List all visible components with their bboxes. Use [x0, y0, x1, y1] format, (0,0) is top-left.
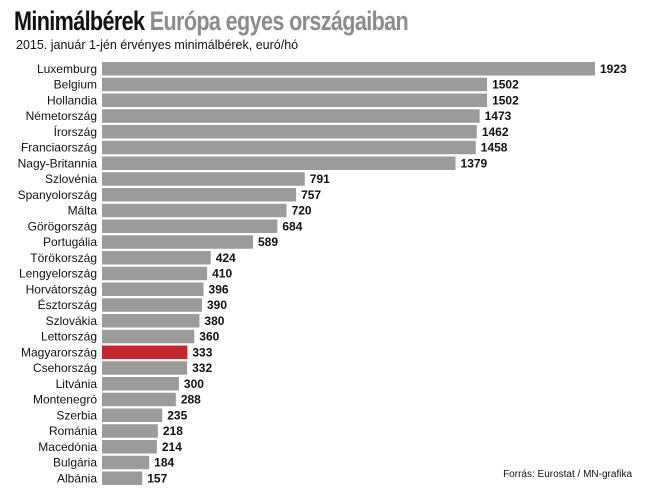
bar-szlovakia: [102, 314, 200, 328]
value-label-malta: 720: [292, 204, 312, 218]
bar-malta: [102, 203, 287, 218]
bar-esztorszag: [102, 298, 202, 312]
value-label-romania: 218: [163, 424, 183, 438]
category-label-torokorszag: Törökország: [30, 251, 97, 265]
value-label-albania: 157: [147, 471, 167, 485]
bar-irorszag: [102, 125, 477, 139]
category-label-albania: Albánia: [57, 471, 97, 485]
value-label-franciaorszag: 1458: [481, 141, 508, 155]
category-label-esztorszag: Észtország: [38, 297, 97, 312]
bar-lengyelorszag: [102, 266, 208, 281]
bar-nagy-britannia: [102, 156, 456, 170]
category-label-szlovakia: Szlovákia: [46, 314, 98, 328]
category-label-horvatorszag: Horvátország: [26, 282, 97, 296]
category-label-portugalia: Portugália: [43, 235, 97, 249]
bar-gorogorszag: [102, 219, 278, 233]
category-label-nagy-britannia: Nagy-Britannia: [18, 156, 98, 170]
bar-franciaorszag: [102, 140, 476, 155]
value-label-litvania: 300: [184, 377, 204, 391]
category-label-irorszag: Írország: [54, 124, 97, 139]
bar-hollandia: [102, 93, 488, 107]
category-label-szerbia: Szerbia: [56, 408, 97, 422]
category-label-nemetorszag: Németország: [26, 109, 97, 123]
value-label-szlovakia: 380: [204, 314, 224, 328]
value-label-hollandia: 1502: [492, 93, 519, 107]
value-label-portugalia: 589: [258, 235, 278, 249]
value-label-nagy-britannia: 1379: [461, 156, 488, 170]
bar-romania: [102, 424, 158, 438]
value-label-gorogorszag: 684: [282, 219, 302, 233]
category-label-macedonia: Macedónia: [38, 440, 97, 454]
value-label-spanyolorszag: 757: [301, 188, 321, 202]
value-label-luxemburg: 1923: [600, 62, 627, 76]
bar-magyarorszag: [102, 345, 188, 359]
category-label-belgium: Belgium: [54, 78, 97, 92]
category-label-romania: Románia: [49, 424, 97, 438]
value-label-belgium: 1502: [492, 78, 519, 92]
category-label-malta: Málta: [68, 204, 98, 218]
bar-horvatorszag: [102, 282, 204, 296]
category-label-hollandia: Hollandia: [47, 93, 97, 107]
bar-macedonia: [102, 440, 157, 454]
bar-csehorszag: [102, 361, 188, 375]
title-part-1: Minimálbérek: [14, 6, 145, 36]
category-label-montenegro: Montenegró: [33, 393, 97, 407]
bar-luxemburg: [102, 62, 595, 76]
bar-spanyolorszag: [102, 188, 297, 202]
value-label-macedonia: 214: [162, 440, 182, 454]
value-label-lengyelorszag: 410: [212, 267, 232, 281]
chart-title: Minimálbérek Európa egyes országaiban: [14, 5, 409, 37]
bar-albania: [102, 471, 143, 485]
category-label-bulgaria: Bulgária: [53, 456, 97, 470]
bar-litvania: [102, 377, 179, 391]
category-label-csehorszag: Csehország: [33, 361, 97, 375]
value-label-szerbia: 235: [167, 408, 187, 422]
bar-belgium: [102, 77, 488, 92]
category-label-franciaorszag: Franciaország: [21, 141, 97, 155]
value-label-magyarorszag: 333: [192, 345, 212, 359]
category-label-spanyolorszag: Spanyolország: [18, 188, 97, 202]
value-label-esztorszag: 390: [207, 298, 227, 312]
value-label-szlovenia: 791: [310, 172, 330, 186]
category-label-magyarorszag: Magyarország: [21, 345, 97, 359]
category-label-szlovenia: Szlovénia: [45, 172, 97, 186]
bar-torokorszag: [102, 251, 211, 265]
category-label-gorogorszag: Görögország: [28, 219, 97, 233]
bar-szlovenia: [102, 172, 305, 186]
value-label-lettorszag: 360: [199, 330, 219, 344]
value-label-nemetorszag: 1473: [485, 109, 512, 123]
bar-portugalia: [102, 235, 254, 249]
bar-szerbia: [102, 408, 163, 422]
value-label-torokorszag: 424: [216, 251, 236, 265]
value-label-irorszag: 1462: [482, 125, 509, 139]
value-label-horvatorszag: 396: [209, 282, 229, 296]
category-label-lengyelorszag: Lengyelország: [19, 267, 97, 281]
bar-nemetorszag: [102, 109, 480, 123]
bar-bulgaria: [102, 455, 150, 470]
title-part-2: Európa egyes országaiban: [149, 6, 409, 36]
bar-lettorszag: [102, 329, 195, 344]
category-label-litvania: Litvánia: [56, 377, 98, 391]
chart-subtitle: 2015. január 1-jén érvényes minimálbérek…: [16, 38, 299, 52]
source-note: Forrás: Eurostat / MN-grafika: [503, 469, 632, 480]
value-label-csehorszag: 332: [192, 361, 212, 375]
category-label-lettorszag: Lettország: [41, 330, 97, 344]
value-label-montenegro: 288: [181, 393, 201, 407]
category-label-luxemburg: Luxemburg: [37, 62, 97, 76]
value-label-bulgaria: 184: [154, 456, 174, 470]
bar-montenegro: [102, 392, 176, 407]
